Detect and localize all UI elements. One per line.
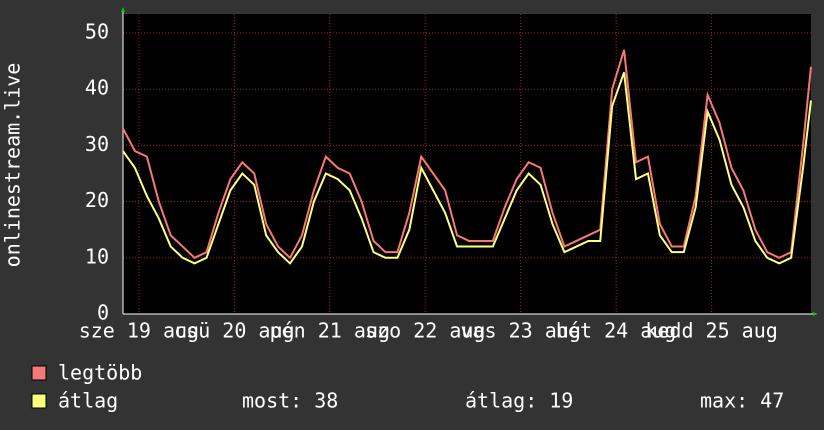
y-axis-label: onlinestream.live — [1, 63, 25, 268]
stat-value: 47 — [760, 389, 784, 413]
x-tick-label: sze 19 aug — [79, 319, 199, 343]
legend-label: átlag — [58, 389, 118, 413]
x-tick-label: pén 21 aug — [270, 319, 390, 343]
stat-label: most: — [242, 389, 302, 413]
x-tick-label: vas 23 aug — [460, 319, 580, 343]
y-tick-label: 20 — [85, 188, 109, 212]
stat-value: 19 — [549, 389, 573, 413]
stat-value: 38 — [314, 389, 338, 413]
stat-label: max: — [700, 389, 748, 413]
series-line — [122, 49, 812, 260]
y-tick-label: 50 — [85, 20, 109, 44]
plot-area — [123, 14, 811, 314]
x-tick-label: hét 24 aug — [556, 319, 676, 343]
x-tick-label: kedd 25 aug — [645, 319, 777, 343]
legend-label: legtöbb — [58, 361, 142, 385]
legend-swatch — [31, 393, 47, 409]
axis-arrow — [813, 312, 818, 316]
y-tick-label: 30 — [85, 132, 109, 156]
x-tick-label: csü 20 aug — [174, 319, 294, 343]
y-tick-label: 0 — [97, 301, 109, 325]
stat-label: átlag: — [465, 389, 537, 413]
legend-swatch — [31, 365, 47, 381]
y-tick-label: 10 — [85, 244, 109, 268]
y-tick-label: 40 — [85, 76, 109, 100]
axis-arrow — [121, 7, 125, 12]
x-tick-label: szo 22 aug — [365, 319, 485, 343]
series-line — [122, 72, 812, 265]
